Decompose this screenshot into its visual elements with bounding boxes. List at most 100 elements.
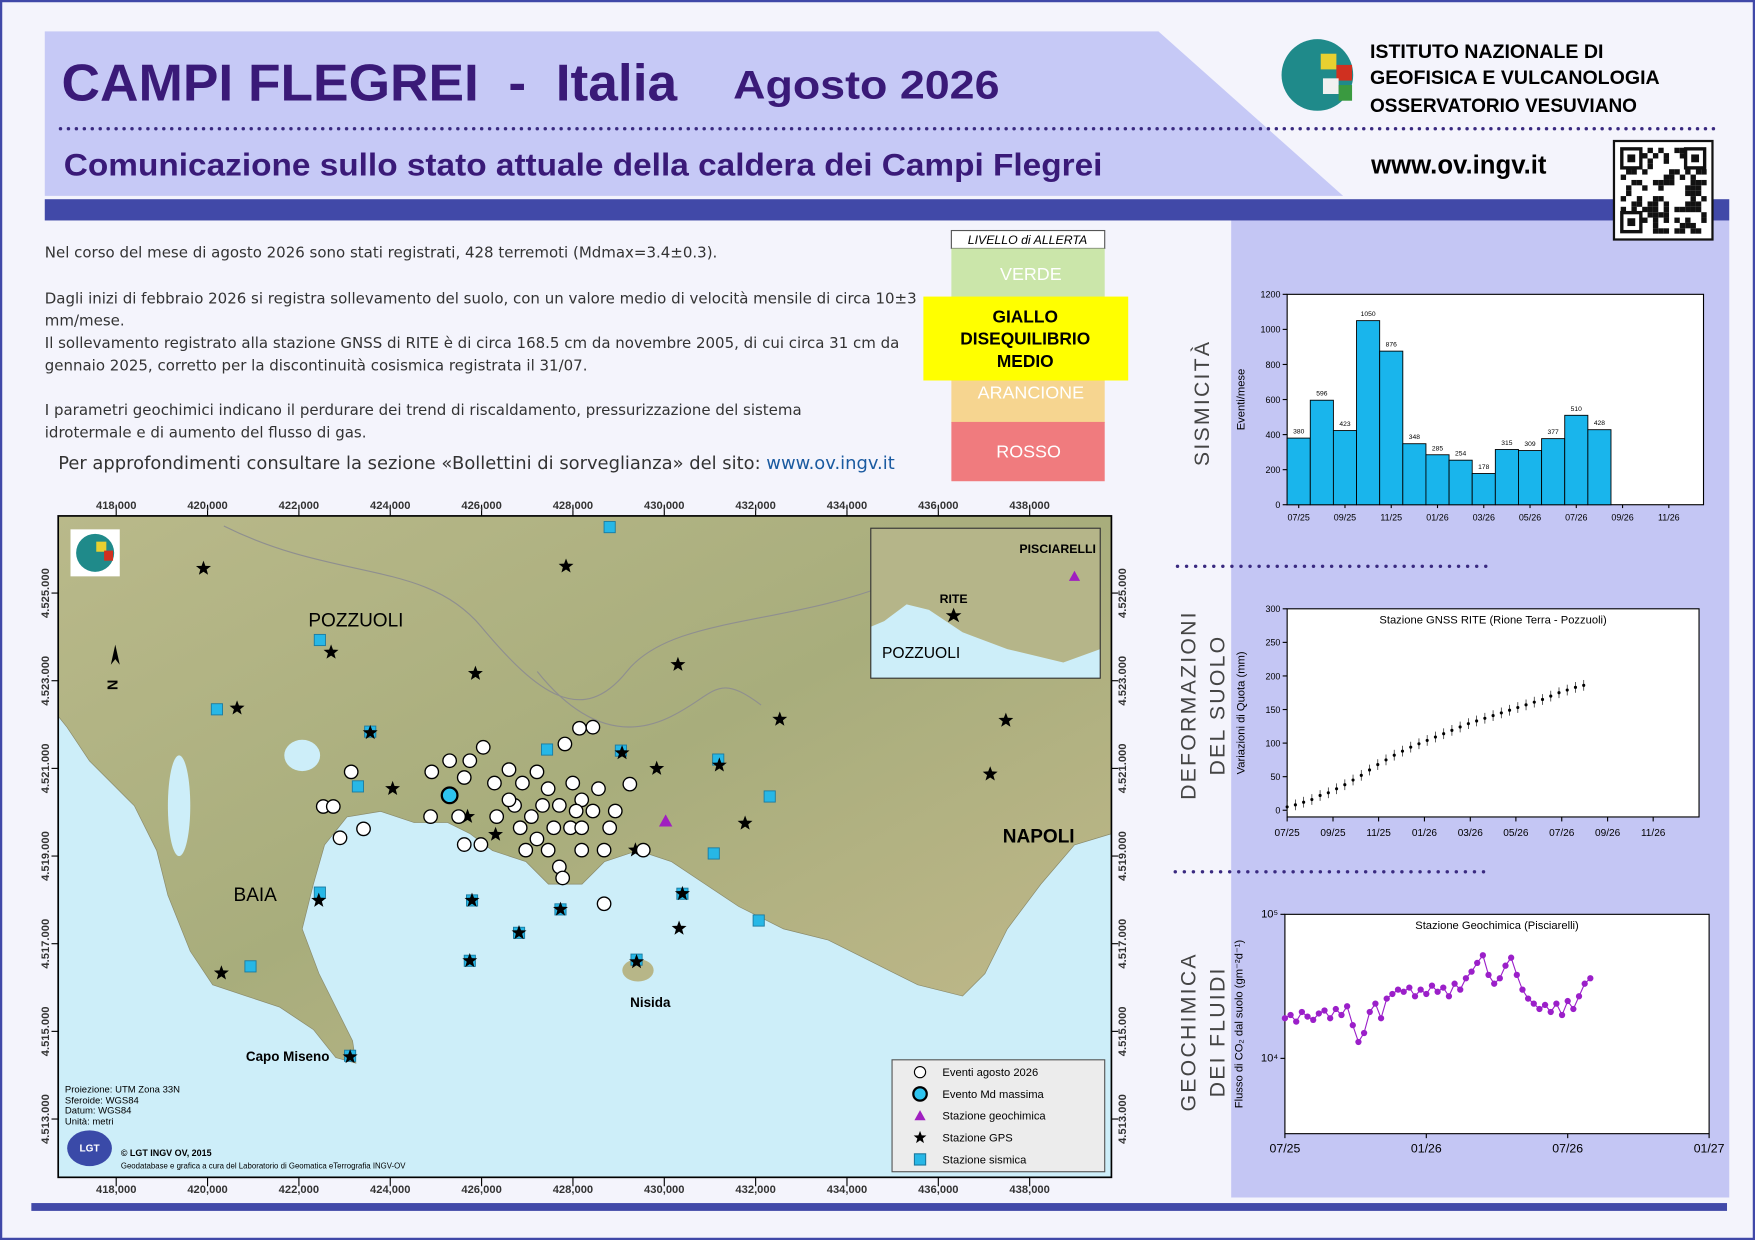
inset-geochem — [1068, 570, 1081, 581]
legend-label: Stazione geochimica — [942, 1111, 1046, 1123]
alert-orange — [951, 380, 1105, 424]
data-point — [1513, 971, 1520, 978]
bar-value-label: 178 — [1478, 464, 1489, 471]
qr-module — [1658, 147, 1664, 154]
lake — [284, 739, 321, 772]
data-point — [1302, 800, 1306, 804]
earthquake-event — [555, 870, 571, 886]
logo-tile — [1322, 78, 1339, 95]
earthquake-event — [442, 753, 458, 769]
qr-module — [1690, 174, 1696, 180]
qr-module — [1642, 169, 1648, 175]
inset-label: RITE — [940, 592, 968, 606]
qr-module — [1663, 228, 1670, 234]
data-point — [1343, 783, 1347, 787]
institute-line: GEOFISICA E VULCANOLOGIA — [1370, 67, 1660, 89]
x-tick-label: 07/25 — [1275, 828, 1301, 839]
bar — [1332, 430, 1357, 506]
max-magnitude-event — [440, 786, 459, 805]
qr-module — [1636, 196, 1643, 202]
data-point — [1530, 1000, 1537, 1007]
map-y-tick-label: 4.513.000 — [1117, 1094, 1129, 1144]
geochemical-station — [658, 814, 673, 827]
qr-module — [1674, 147, 1680, 154]
data-point — [1558, 1011, 1566, 1019]
bar — [1448, 459, 1473, 506]
bar-value-label: 315 — [1501, 440, 1512, 447]
earthquake-event — [591, 781, 606, 797]
map-x-tick-label: 422,000 — [279, 500, 319, 512]
nisida-island — [622, 959, 654, 982]
data-point — [1468, 968, 1475, 975]
bulletin-geochemistry: I parametri geochimici indicano il perdu… — [44, 402, 802, 443]
y-tick-label: 250 — [1266, 638, 1281, 648]
qr-module — [1690, 179, 1696, 186]
qr-module — [1674, 228, 1680, 234]
data-point — [1587, 975, 1594, 982]
data-point — [1318, 793, 1322, 798]
seismic-station — [313, 633, 326, 647]
logo-tile — [1338, 85, 1353, 101]
legend-symbol — [914, 1110, 926, 1121]
gps-station — [998, 712, 1014, 727]
y-tick-label: 1200 — [1261, 290, 1281, 300]
inset-land — [870, 528, 1101, 663]
data-point — [1298, 1008, 1306, 1016]
qr-module — [1663, 206, 1670, 213]
qr-module — [1663, 201, 1670, 207]
seismic-station — [603, 521, 616, 534]
gps-station — [671, 920, 687, 935]
data-point — [1367, 768, 1372, 772]
qr-module — [1658, 212, 1664, 218]
qr-module — [1652, 206, 1659, 213]
bar — [1402, 443, 1427, 506]
qr-module — [1626, 190, 1632, 197]
inset-label: POZZUOLI — [882, 645, 960, 662]
earthquake-event — [574, 842, 590, 858]
qr-module — [1679, 206, 1686, 213]
earthquake-event — [529, 764, 545, 780]
title: CAMPI FLEGREI - Italia — [62, 54, 678, 112]
gps-station — [511, 924, 527, 940]
map-credit-detail: Geodatabase e grafica a cura del Laborat… — [121, 1161, 406, 1170]
bar-value-label: 596 — [1316, 391, 1327, 398]
data-point — [1557, 691, 1561, 695]
data-point — [1411, 993, 1419, 1000]
data-point — [1428, 982, 1436, 989]
map-note: Unità: metri — [65, 1117, 114, 1128]
qr-module — [1658, 179, 1664, 186]
earthquake-event — [568, 803, 584, 819]
map-y-tick-label: 4.525.000 — [1117, 568, 1129, 618]
map-logo-tile — [104, 550, 114, 561]
bar-value-label: 428 — [1594, 420, 1605, 427]
gps-station — [674, 885, 690, 901]
map-y-tick-label: 4.521.000 — [1117, 743, 1129, 793]
gps-station — [323, 644, 339, 659]
y-tick-label: 0 — [1275, 500, 1280, 510]
earthquake-event — [540, 842, 556, 858]
data-point — [1409, 745, 1413, 749]
earthquake-event — [529, 831, 545, 847]
y-tick-label: 50 — [1270, 772, 1280, 782]
qr-module — [1658, 196, 1664, 202]
y-axis-label: Flusso di CO₂ dal suolo (gm⁻²d⁻¹) — [1233, 940, 1245, 1109]
qr-module — [1652, 201, 1659, 207]
data-point — [1281, 1015, 1289, 1022]
map-x-tick-label: 418,000 — [96, 500, 136, 512]
inset-label: PISCIARELLI — [1019, 542, 1096, 556]
bar — [1309, 399, 1334, 506]
qr-module — [1674, 169, 1680, 175]
data-point — [1293, 803, 1297, 807]
earthquake-event — [607, 803, 623, 819]
seismic-station — [210, 703, 223, 716]
qr-module — [1679, 174, 1686, 180]
qr-module — [1647, 163, 1653, 170]
earthquake-event — [501, 762, 517, 778]
data-point — [1458, 725, 1462, 729]
gps-station — [460, 808, 476, 823]
earthquake-event — [565, 775, 581, 791]
map-x-tick-label: 424,000 — [370, 1184, 410, 1196]
qr-module — [1636, 179, 1643, 186]
section-label: DEFORMAZIONI — [1176, 610, 1200, 800]
data-point — [1532, 700, 1536, 704]
